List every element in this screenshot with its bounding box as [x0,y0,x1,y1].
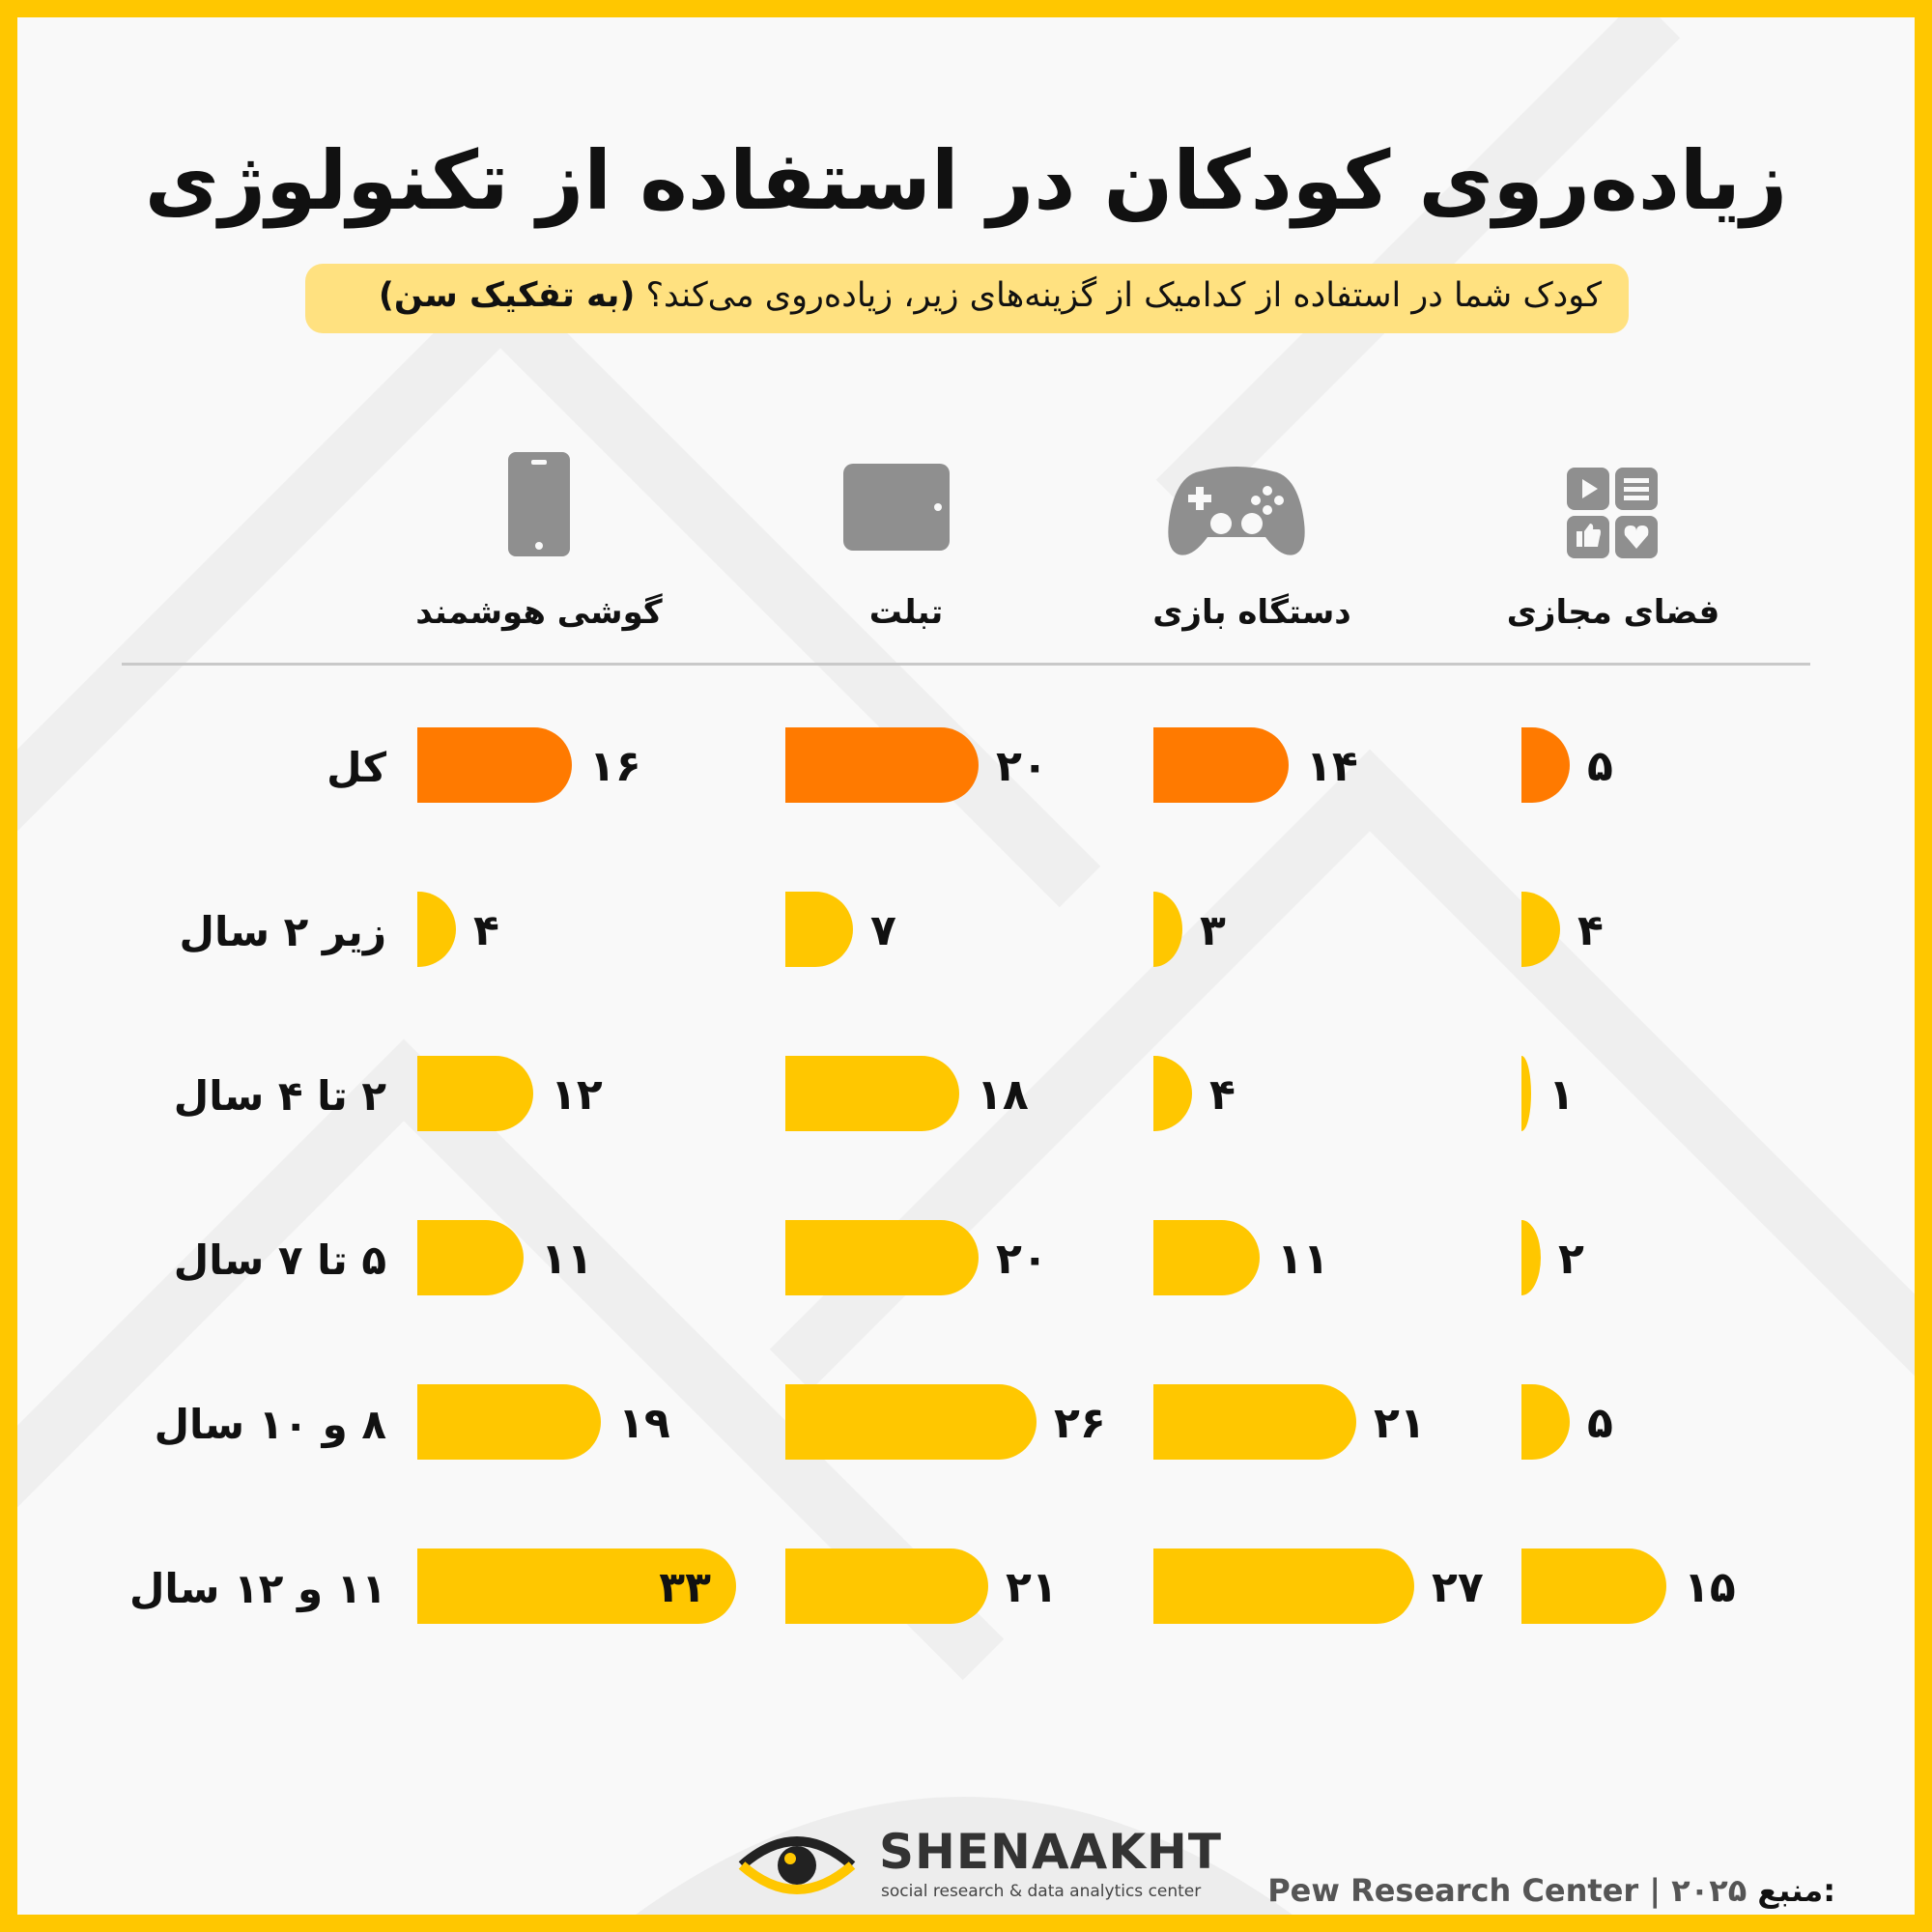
bar-label-console-4: ۲۱ [1374,1399,1426,1448]
bar-label-smartphone-3: ۱۱ [541,1235,593,1284]
bar-smartphone-4 [417,1384,601,1460]
bar-tablet-2 [785,1056,959,1131]
row-label-8-10: ۸ و ۱۰ سال [154,1401,386,1448]
row-label-5-7: ۵ تا ۷ سال [173,1236,386,1284]
bar-tablet-1 [785,892,853,967]
bar-label-tablet-0: ۲۰ [996,742,1048,791]
bar-console-4 [1153,1384,1356,1460]
subtitle-qualifier: (به تفکیک سن) [378,276,636,315]
source-label: منبع: [1757,1872,1835,1909]
bar-tablet-0 [785,727,979,803]
bar-label-console-0: ۱۴ [1306,742,1358,791]
gamepad-icon [1168,467,1305,555]
row-label-total: کل [327,744,386,791]
bar-label-tablet-4: ۲۶ [1054,1399,1106,1448]
column-label-console: دستگاه بازی [1152,593,1351,632]
bar-console-3 [1153,1220,1260,1295]
source-credit: Pew Research Center | ۲۰۲۵ منبع: [1267,1872,1835,1909]
bar-label-social-2: ۱ [1548,1070,1575,1120]
bar-console-5 [1153,1548,1414,1624]
bar-social-0 [1521,727,1570,803]
brand-logo-eye-icon [738,1836,856,1894]
bar-smartphone-2 [417,1056,533,1131]
bar-label-console-2: ۴ [1209,1070,1236,1120]
bar-label-social-3: ۲ [1558,1235,1584,1284]
header-divider [122,663,1810,666]
bar-label-social-5: ۱۵ [1684,1563,1736,1612]
infographic-card: زیاده‌روی کودکان در استفاده از تکنولوژی … [17,17,1915,1915]
bar-label-smartphone-1: ۴ [473,906,499,955]
page-title: زیاده‌روی کودکان در استفاده از تکنولوژی [144,133,1788,228]
bar-social-5 [1521,1548,1666,1624]
bar-social-3 [1521,1220,1541,1295]
brand-tagline: social research & data analytics center [881,1882,1202,1901]
bar-label-smartphone-0: ۱۶ [589,742,641,791]
bar-smartphone-0 [417,727,572,803]
bar-label-smartphone-4: ۱۹ [618,1399,670,1448]
column-label-tablet: تبلت [868,593,944,632]
tablet-icon [843,464,950,551]
bar-label-tablet-5: ۲۱ [1006,1563,1058,1612]
source-text: Pew Research Center | ۲۰۲۵ [1267,1872,1747,1909]
bar-smartphone-5 [417,1548,736,1624]
bar-social-4 [1521,1384,1570,1460]
bar-label-console-5: ۲۷ [1432,1563,1484,1612]
bar-label-console-1: ۳ [1200,906,1226,955]
bar-console-0 [1153,727,1289,803]
bar-label-tablet-1: ۷ [870,906,896,955]
subtitle-pill: کودک شما در استفاده از کدامیک از گزینه‌ه… [305,264,1629,333]
brand-name: SHENAAKHT [879,1824,1222,1880]
subtitle-question: کودک شما در استفاده از کدامیک از گزینه‌ه… [645,276,1602,315]
row-label-11-12: ۱۱ و ۱۲ سال [128,1565,386,1612]
bar-label-social-0: ۵ [1587,742,1613,791]
smartphone-icon [508,452,570,556]
bar-console-2 [1153,1056,1192,1131]
bar-smartphone-1 [417,892,456,967]
row-label-2-4: ۲ تا ۴ سال [173,1072,386,1120]
bar-label-smartphone-2: ۱۲ [551,1070,603,1120]
bar-tablet-3 [785,1220,979,1295]
bar-social-1 [1521,892,1560,967]
bar-tablet-4 [785,1384,1037,1460]
column-label-social: فضای مجازی [1506,593,1720,632]
bar-label-tablet-2: ۱۸ [977,1070,1029,1120]
bar-smartphone-3 [417,1220,524,1295]
bar-label-social-4: ۵ [1587,1399,1613,1448]
bar-label-console-3: ۱۱ [1277,1235,1329,1284]
social-media-icon [1567,468,1658,558]
bar-console-1 [1153,892,1182,967]
bar-tablet-5 [785,1548,988,1624]
bar-label-smartphone-5: ۳۳ [659,1563,711,1612]
bar-label-tablet-3: ۲۰ [996,1235,1048,1284]
row-label-under-2: زیر ۲ سال [179,908,386,955]
bar-label-social-1: ۴ [1577,906,1604,955]
column-label-smartphone: گوشی هوشمند [415,593,663,632]
bar-social-2 [1521,1056,1531,1131]
